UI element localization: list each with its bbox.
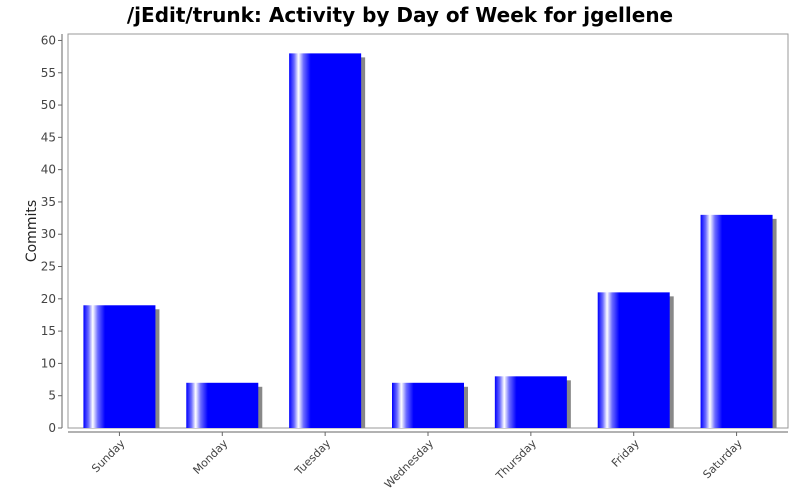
bar-monday	[186, 382, 259, 428]
bar-sunday	[83, 305, 156, 428]
bar-friday	[597, 292, 670, 428]
y-tick-label: 10	[41, 356, 56, 370]
x-tick-label-wednesday: Wednesday	[382, 437, 437, 492]
x-tick-label-monday: Monday	[190, 437, 230, 477]
chart-title: /jEdit/trunk: Activity by Day of Week fo…	[127, 3, 673, 27]
plot-area	[67, 33, 789, 429]
bar-wednesday	[392, 382, 464, 428]
y-tick-label: 40	[41, 163, 56, 177]
y-tick-label: 35	[41, 195, 56, 209]
x-tick-label-thursday: Thursday	[493, 437, 539, 483]
y-tick-label: 20	[41, 292, 56, 306]
y-tick-label: 55	[41, 66, 56, 80]
x-tick-label-friday: Friday	[609, 437, 642, 470]
y-tick-label: 45	[41, 130, 56, 144]
bar-saturday	[700, 214, 773, 428]
y-axis-label: Commits	[24, 200, 40, 262]
y-tick-label: 0	[48, 421, 56, 435]
y-tick-label: 50	[41, 98, 56, 112]
y-tick-label: 25	[41, 260, 56, 274]
y-tick-label: 60	[41, 33, 56, 47]
y-tick-label: 5	[48, 389, 56, 403]
y-tick-label: 15	[41, 324, 56, 338]
x-tick-label-tuesday: Tuesday	[292, 437, 334, 479]
x-tick-label-saturday: Saturday	[700, 437, 745, 482]
bar-thursday	[494, 376, 567, 428]
y-tick-label: 30	[41, 227, 56, 241]
bar-tuesday	[289, 53, 362, 429]
x-tick-label-sunday: Sunday	[89, 437, 128, 476]
